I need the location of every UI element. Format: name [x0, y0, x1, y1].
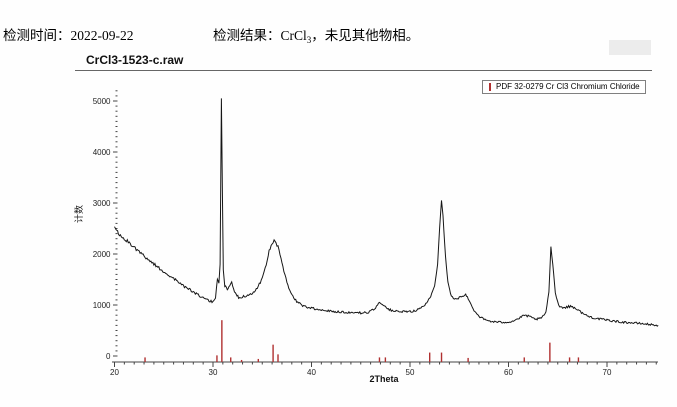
- y-tick-label: 1000: [93, 301, 111, 310]
- x-tick-label: 30: [209, 368, 218, 377]
- y-axis-label: 计数: [74, 205, 84, 224]
- x-tick-label: 50: [406, 368, 415, 377]
- result-formula: CrCl: [280, 28, 307, 43]
- x-tick-label: 60: [504, 368, 513, 377]
- y-tick-label: 5000: [93, 97, 111, 106]
- y-tick-label: 3000: [93, 199, 111, 208]
- x-tick-label: 20: [110, 368, 119, 377]
- legend-label: PDF 32-0279 Cr Cl3 Chromium Chloride: [496, 82, 640, 91]
- test-time-value: 2022-09-22: [70, 28, 134, 43]
- y-tick-label: 4000: [93, 148, 111, 157]
- diffraction-curve: [114, 98, 659, 327]
- y-tick-label: 0: [106, 352, 111, 361]
- test-time-row: 检测时间：2022-09-22: [3, 24, 134, 44]
- legend-box: PDF 32-0279 Cr Cl3 Chromium Chloride: [482, 80, 646, 94]
- corner-decoration-box: [609, 40, 651, 55]
- test-time-label: 检测时间：: [3, 28, 71, 43]
- test-result-row: 检测结果：CrCl3，未见其他物相。: [213, 24, 419, 45]
- chart-title: CrCl3-1523-c.raw: [86, 53, 184, 67]
- title-divider: [75, 70, 652, 71]
- reference-marker-icon: [489, 83, 491, 91]
- y-tick-label: 2000: [93, 250, 111, 259]
- x-axis-label: 2Theta: [369, 374, 399, 384]
- x-tick-label: 40: [307, 368, 316, 377]
- result-tail-text: ，未见其他物相。: [311, 28, 420, 43]
- result-formula-subscript: 3: [306, 35, 312, 45]
- x-tick-label: 70: [603, 368, 612, 377]
- test-result-label: 检测结果：: [213, 28, 281, 43]
